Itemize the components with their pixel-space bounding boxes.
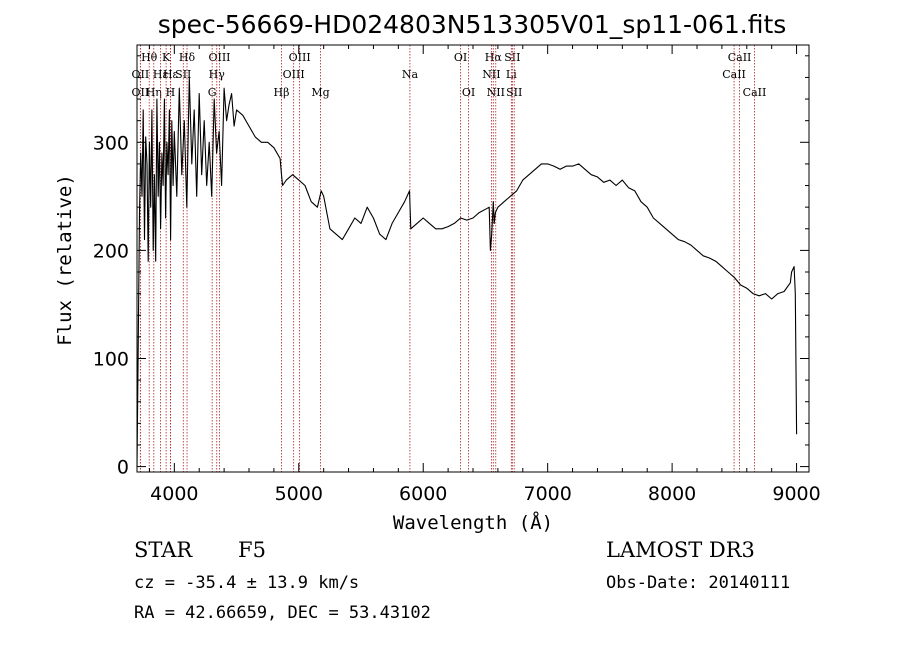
y-tick-label: 200 [93,240,129,262]
line-label: Hθ [141,51,158,64]
line-label: SII [504,51,520,64]
coordinates: RA = 42.66659, DEC = 53.43102 [134,603,431,623]
survey-name: LAMOST DR3 [606,538,755,562]
x-tick-label: 9000 [772,483,820,505]
x-tick-label: 6000 [399,483,447,505]
spectrum-line [136,76,798,467]
line-label: OIII [283,68,305,81]
chart-title: spec-56669-HD024803N513305V01_sp11-061.f… [158,10,787,39]
line-label: CaII [722,68,746,81]
y-tick-label: 0 [117,457,129,479]
line-label: Hε [163,68,179,81]
subclass: F5 [238,538,266,562]
y-axis-label: Flux (relative) [54,174,76,346]
object-type: STAR [134,538,193,562]
axis-ticks: 4000 5000 6000 7000 8000 9000 0 100 200 300 [93,45,821,505]
x-axis-label: Wavelength (Å) [393,511,553,534]
line-label: SII [175,68,191,81]
spectrum-chart: spec-56669-HD024803N513305V01_sp11-061.f… [54,10,821,534]
line-label: K [162,51,171,64]
line-label: CaII [743,86,767,99]
y-tick-label: 100 [93,348,129,370]
plot-frame [136,44,810,473]
obs-date: Obs-Date: 20140111 [606,573,791,593]
line-label: CaII [728,51,752,64]
line-label: OIII [208,51,230,64]
line-label: OII [132,86,150,99]
line-label: G [208,86,217,99]
line-label: OII [132,68,150,81]
line-label: NII [487,86,505,99]
line-label: NII [482,68,500,81]
line-label: H [166,86,176,99]
line-label: OI [462,86,475,99]
line-label: SII [506,86,522,99]
line-label: OIII [289,51,311,64]
line-label: Hη [146,86,162,99]
line-label: Hε [153,68,169,81]
spectrum-series [136,76,798,467]
x-tick-label: 7000 [523,483,571,505]
line-label: Hβ [274,86,290,99]
y-tick-label: 300 [93,132,129,154]
redshift-cz: cz = -35.4 ± 13.9 km/s [134,573,360,593]
line-label: Mg [311,86,329,99]
line-label: Li [506,68,517,81]
line-label: Hγ [209,68,226,81]
x-tick-label: 4000 [150,483,198,505]
line-label: Hδ [179,51,196,64]
line-label: Hα [485,51,503,64]
line-label: Na [402,68,419,81]
x-tick-label: 5000 [275,483,323,505]
x-tick-label: 8000 [648,483,696,505]
line-label: OI [454,51,467,64]
